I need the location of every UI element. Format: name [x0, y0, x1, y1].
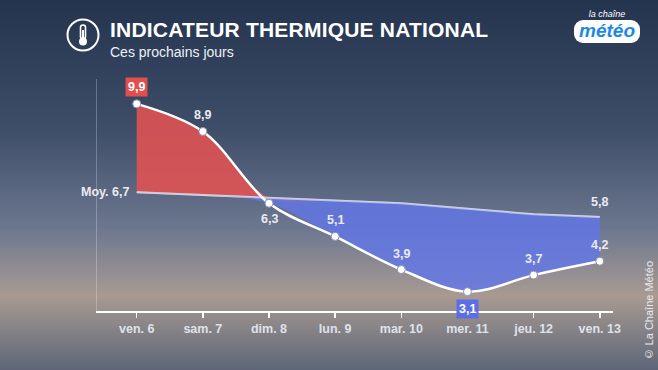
svg-text:ven. 6: ven. 6	[119, 322, 154, 336]
html-text:Ces prochains jours: Ces prochains jours	[110, 44, 234, 60]
svg-text:sam. 7: sam. 7	[183, 322, 222, 336]
svg-text:mer. 11: mer. 11	[446, 322, 488, 336]
svg-text:9,9: 9,9	[128, 80, 145, 94]
svg-text:3,9: 3,9	[393, 247, 410, 261]
svg-text:jeu. 12: jeu. 12	[513, 322, 553, 336]
svg-text:3,7: 3,7	[525, 252, 542, 266]
svg-text:6,3: 6,3	[261, 212, 278, 226]
svg-text:lun. 9: lun. 9	[319, 322, 352, 336]
svg-text:5,8: 5,8	[591, 195, 608, 209]
svg-text:3,1: 3,1	[459, 302, 476, 316]
svg-text:8,9: 8,9	[194, 108, 211, 122]
svg-text:dim. 8: dim. 8	[251, 322, 287, 336]
svg-text:5,1: 5,1	[327, 213, 344, 227]
html-text:© La Chaîne Météo: © La Chaîne Météo	[643, 260, 655, 360]
html-text:météo: météo	[579, 20, 635, 41]
svg-text:mar. 10: mar. 10	[380, 322, 423, 336]
html-text:INDICATEUR THERMIQUE NATIONAL: INDICATEUR THERMIQUE NATIONAL	[110, 18, 489, 41]
svg-text:Moy. 6,7: Moy. 6,7	[81, 185, 129, 199]
svg-text:ven. 13: ven. 13	[579, 322, 621, 336]
svg-text:4,2: 4,2	[591, 238, 608, 252]
html-text:la chaîne: la chaîne	[588, 9, 626, 19]
